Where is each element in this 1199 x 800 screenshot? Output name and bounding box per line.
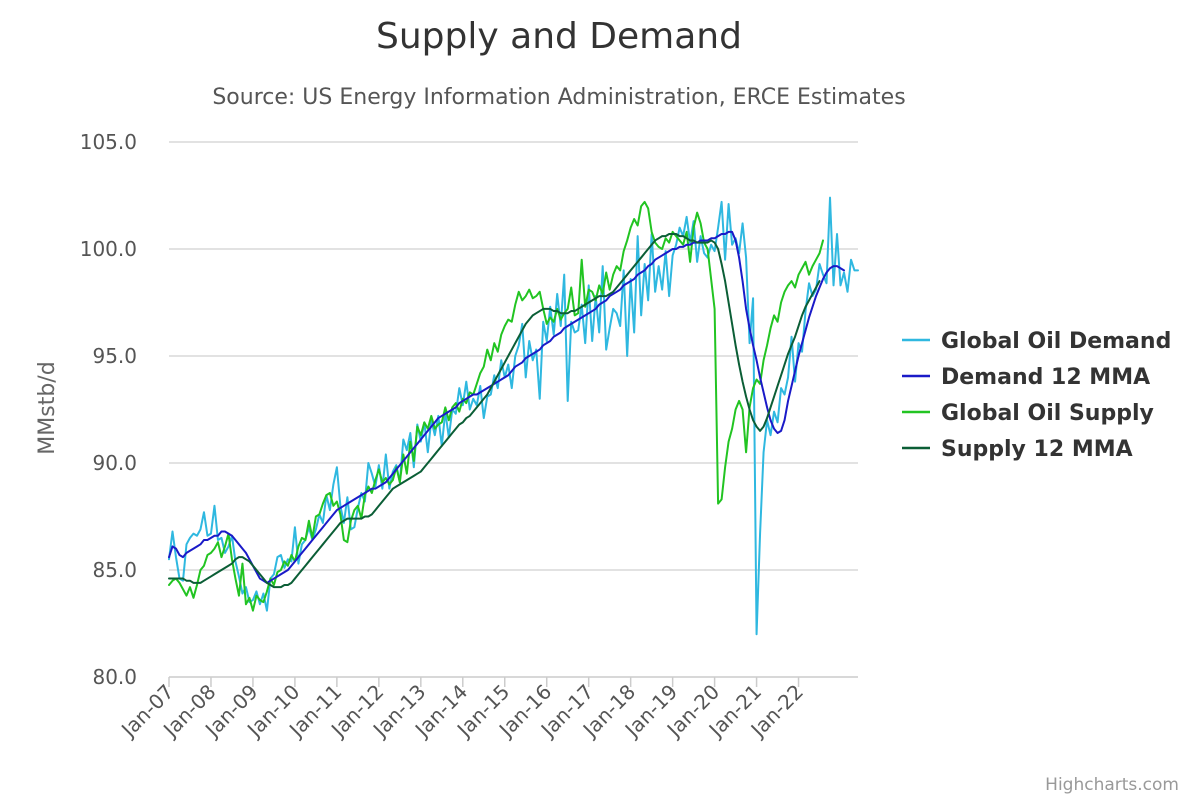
y-tick-label: 80.0 [92,665,137,689]
series-line-global-oil-demand[interactable] [168,196,859,636]
legend-item-demand-12-mma[interactable]: Demand 12 MMA [902,365,1150,390]
legend-item-global-oil-supply[interactable]: Global Oil Supply [902,401,1154,426]
legend-label: Global Oil Demand [941,329,1171,354]
series-line-supply-12-mma[interactable] [168,233,821,589]
legend-label: Demand 12 MMA [941,365,1150,390]
legend-label: Supply 12 MMA [941,437,1133,462]
y-axis-label: MMstb/d [35,361,60,454]
credits[interactable]: Highcharts.com [1045,775,1179,795]
y-tick-label: 100.0 [80,237,137,261]
legend-item-supply-12-mma[interactable]: Supply 12 MMA [902,437,1133,462]
y-axis-ticks: 80.0 85.0 90.0 95.0 100.0 105.0 [80,130,137,689]
legend-item-global-oil-demand[interactable]: Global Oil Demand [902,329,1171,354]
series-line-demand-12-mma[interactable] [168,230,846,584]
legend-label: Global Oil Supply [941,401,1154,426]
y-tick-label: 105.0 [80,130,137,154]
chart-title: Supply and Demand [376,16,742,57]
y-tick-label: 95.0 [92,344,137,368]
y-gridlines [169,141,858,571]
x-axis-ticks: Jan-07Jan-08Jan-09Jan-10Jan-11Jan-12Jan-… [115,677,808,743]
series-line-global-oil-supply[interactable] [168,200,825,612]
legend: Global Oil Demand Demand 12 MMA Global Oil… [902,329,1171,462]
y-tick-label: 85.0 [92,558,137,582]
series-lines [168,196,859,636]
y-tick-label: 90.0 [92,451,137,475]
chart-subtitle: Source: US Energy Information Administra… [212,85,905,110]
